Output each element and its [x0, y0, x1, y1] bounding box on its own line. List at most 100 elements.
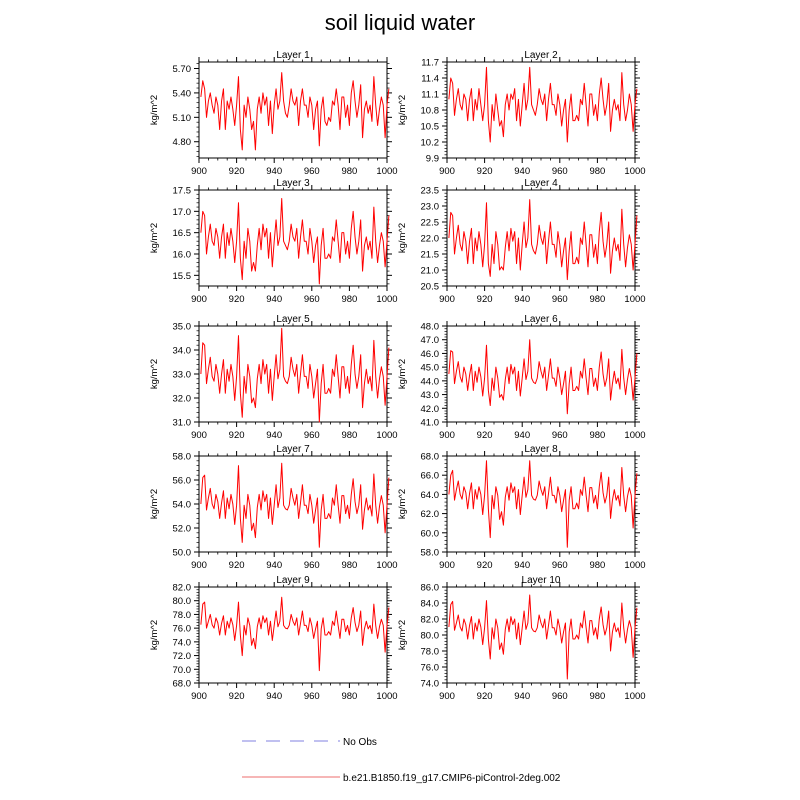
panel-title: Layer 4: [524, 178, 558, 189]
x-tick-label: 960: [304, 430, 320, 441]
y-tick-label: 35.0: [173, 322, 192, 333]
y-tick-label: 78.0: [421, 647, 440, 658]
x-tick-label: 1000: [624, 166, 645, 177]
x-tick-label: 1000: [624, 691, 645, 702]
x-tick-label: 900: [191, 691, 207, 702]
y-tick-label: 16.0: [173, 250, 192, 261]
x-tick-label: 920: [477, 294, 493, 305]
y-tick-label: 48.0: [421, 322, 440, 333]
y-tick-label: 70.0: [173, 665, 192, 676]
series-line: [448, 339, 638, 415]
chart-panel-3: Layer 3 900 920 940 960 980 1000 15.5 16.0 16.5 17…: [149, 178, 398, 305]
x-tick-label: 940: [266, 560, 282, 571]
y-tick-label: 86.0: [421, 583, 440, 594]
x-tick-label: 960: [304, 691, 320, 702]
x-tick-label: 940: [266, 691, 282, 702]
y-tick-label: 82.0: [421, 615, 440, 626]
y-tick-label: 64.0: [421, 490, 440, 501]
y-tick-label: 20.5: [421, 282, 440, 293]
y-axis-label: kg/m^2: [149, 620, 160, 650]
panel-title: Layer 9: [276, 575, 310, 586]
y-tick-label: 5.40: [173, 88, 192, 99]
y-axis-label: kg/m^2: [397, 620, 408, 650]
y-tick-label: 15.5: [173, 271, 192, 282]
x-tick-label: 1000: [376, 430, 397, 441]
panels-container: Layer 1 900 920 940 960 980 1000 4.80 5.10 5.40 5.…: [149, 50, 646, 702]
y-tick-label: 74.0: [421, 679, 440, 690]
series-line: [448, 199, 638, 281]
x-tick-label: 900: [439, 430, 455, 441]
y-axis-label: kg/m^2: [397, 95, 408, 125]
x-tick-label: 940: [266, 430, 282, 441]
series-line: [200, 198, 390, 285]
x-tick-label: 920: [229, 560, 245, 571]
x-tick-label: 940: [266, 166, 282, 177]
y-tick-label: 9.9: [426, 154, 439, 165]
x-tick-label: 940: [514, 294, 530, 305]
series-line: [200, 462, 390, 548]
y-tick-label: 23.0: [421, 202, 440, 213]
panel-title: Layer 10: [522, 575, 561, 586]
x-tick-label: 980: [589, 560, 605, 571]
y-tick-label: 10.2: [421, 138, 440, 149]
y-tick-label: 34.0: [173, 346, 192, 357]
y-tick-label: 42.0: [421, 404, 440, 415]
y-tick-label: 60.0: [421, 528, 440, 539]
x-tick-label: 980: [589, 430, 605, 441]
x-tick-label: 900: [439, 294, 455, 305]
x-tick-label: 960: [552, 294, 568, 305]
y-tick-label: 11.7: [421, 58, 439, 69]
x-tick-label: 940: [514, 430, 530, 441]
x-tick-label: 980: [589, 691, 605, 702]
x-tick-label: 900: [191, 430, 207, 441]
y-tick-label: 76.0: [421, 663, 440, 674]
x-tick-label: 900: [439, 166, 455, 177]
y-tick-label: 44.0: [421, 376, 440, 387]
x-tick-label: 920: [477, 430, 493, 441]
y-tick-label: 74.0: [173, 637, 192, 648]
x-tick-label: 960: [304, 166, 320, 177]
x-tick-label: 1000: [376, 294, 397, 305]
y-tick-label: 62.0: [421, 509, 440, 520]
x-tick-label: 900: [439, 560, 455, 571]
y-tick-label: 5.70: [173, 64, 192, 75]
x-tick-label: 960: [552, 166, 568, 177]
x-tick-label: 960: [552, 560, 568, 571]
y-tick-label: 11.4: [421, 74, 439, 85]
x-tick-label: 940: [514, 166, 530, 177]
y-tick-label: 66.0: [421, 471, 440, 482]
x-tick-label: 980: [341, 294, 357, 305]
y-tick-label: 21.5: [421, 250, 440, 261]
y-tick-label: 80.0: [173, 596, 192, 607]
chart-panel-4: Layer 4 900 920 940 960 980 1000 20.5 21.0 21.5 22…: [397, 178, 646, 305]
y-axis-label: kg/m^2: [149, 95, 160, 125]
x-tick-label: 940: [266, 294, 282, 305]
x-tick-label: 900: [191, 560, 207, 571]
x-tick-label: 980: [341, 430, 357, 441]
x-tick-label: 920: [477, 166, 493, 177]
y-tick-label: 82.0: [173, 583, 192, 594]
chart-panel-9: Layer 9 900 920 940 960 980 1000 68.0 70.0 72.0 74…: [149, 575, 398, 702]
y-tick-label: 54.0: [173, 500, 192, 511]
x-tick-label: 980: [589, 166, 605, 177]
y-tick-label: 45.0: [421, 363, 440, 374]
x-tick-label: 960: [304, 560, 320, 571]
x-tick-label: 900: [439, 691, 455, 702]
y-tick-label: 41.0: [421, 418, 440, 429]
panel-title: Layer 5: [276, 314, 310, 325]
x-tick-label: 960: [552, 430, 568, 441]
y-tick-label: 68.0: [173, 679, 192, 690]
x-tick-label: 920: [477, 691, 493, 702]
y-axis-label: kg/m^2: [397, 359, 408, 389]
y-axis-label: kg/m^2: [149, 359, 160, 389]
y-axis-label: kg/m^2: [397, 223, 408, 253]
x-tick-label: 960: [552, 691, 568, 702]
y-tick-label: 52.0: [173, 524, 192, 535]
series-line: [448, 66, 638, 143]
y-tick-label: 46.0: [421, 349, 440, 360]
y-axis-label: kg/m^2: [149, 489, 160, 519]
chart-panel-6: Layer 6 900 920 940 960 980 1000 41.0 42.0 43.0 44…: [397, 314, 646, 441]
panel-title: Layer 2: [524, 50, 558, 61]
panel-title: Layer 8: [524, 444, 558, 455]
